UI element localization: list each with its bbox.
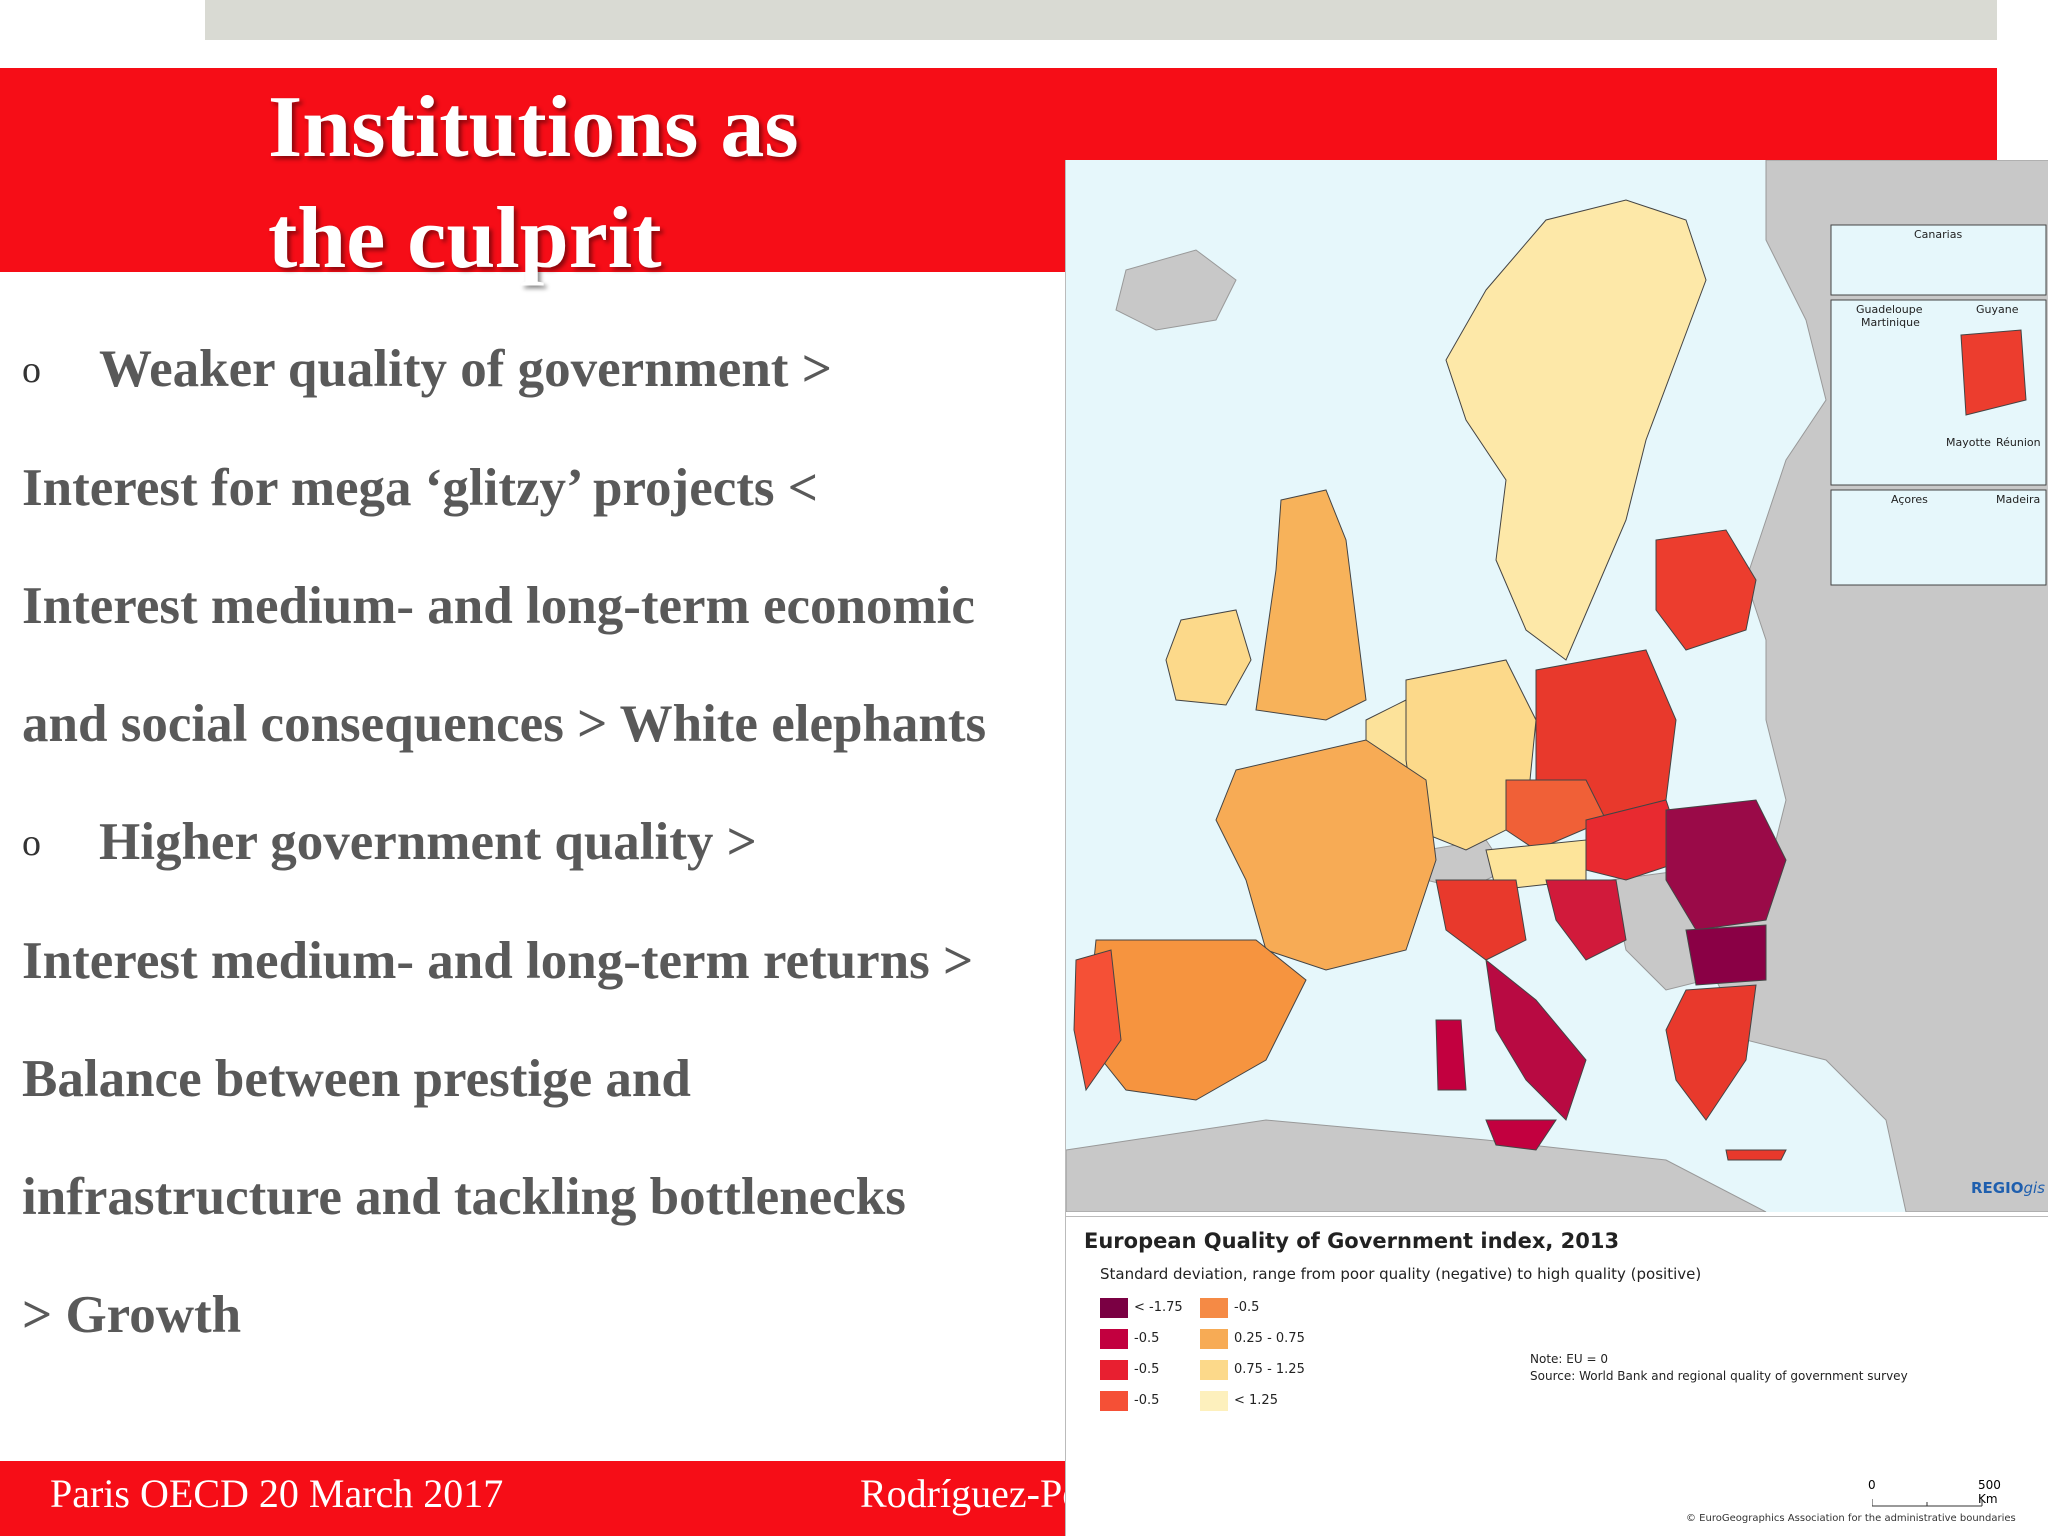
slide-title: Institutions as the culprit [268,72,1068,294]
legend-swatch [1100,1359,1128,1380]
copyright-text: © EuroGeographics Association for the ad… [1686,1513,2016,1524]
inset-label-guyane: Guyane [1976,303,2019,316]
region-czech [1505,779,1607,851]
legend-swatch [1200,1297,1228,1318]
legend-swatch [1100,1390,1128,1411]
legend-title: European Quality of Government index, 20… [1084,1229,1620,1253]
legend-note: Note: EU = 0 Source: World Bank and regi… [1530,1351,1908,1385]
bullet-marker: o [22,349,41,391]
regiogis-logo: REGIOgis [1971,1179,2045,1197]
title-line-1: Institutions as [268,79,799,176]
inset-canarias [1830,224,2047,296]
legend-item-2: -0.5 [1100,1328,1159,1350]
legend-swatch [1200,1390,1228,1411]
region-bulgaria [1685,924,1767,986]
legend-swatch [1100,1328,1128,1349]
region-romania [1665,799,1787,931]
text-line-6: Interest medium- and long-term returns > [22,932,974,990]
inset-label-mayotte: Mayotte [1946,436,1991,449]
text-line-8: infrastructure and tackling bottlenecks [22,1168,906,1226]
slide-body: o Weaker quality of government > Interest… [22,310,1062,1374]
legend-item-1: < -1.75 [1100,1297,1183,1319]
map-figure: Canarias Guadeloupe Martinique Guyane Ma… [1065,160,2048,1536]
title-line-2: the culprit [268,190,662,287]
bullet-marker: o [22,822,41,864]
inset-guyane-shape [1960,329,2027,416]
bullet-line-5: o Higher government quality > [22,783,1062,902]
region-greece [1665,984,1757,1121]
legend-item-7: 0.75 - 1.25 [1200,1359,1305,1381]
inset-label-acores: Açores [1891,493,1928,506]
scale-line [1872,1499,1983,1507]
inset-label-reunion: Réunion [1996,436,2041,449]
iceland-land [1115,249,1237,331]
footer-right-text: Rodríguez-Po [860,1471,1083,1516]
region-ireland [1165,609,1252,706]
legend-swatch [1200,1359,1228,1380]
text-line-2: Interest for mega ‘glitzy’ projects < [22,459,818,517]
inset-label-canarias: Canarias [1914,228,1962,241]
region-sicily [1485,1119,1557,1151]
region-uk [1255,489,1367,721]
inset-label-madeira: Madeira [1996,493,2040,506]
region-hungary [1585,799,1687,881]
region-crete [1725,1149,1787,1161]
top-gray-bar [205,0,1997,40]
legend-swatch [1200,1328,1228,1349]
north-africa-land [1066,1119,1767,1212]
text-line-9: > Growth [22,1286,242,1344]
footer-left-text: Paris OECD 20 March 2017 [50,1471,504,1516]
region-sardinia [1435,1019,1467,1091]
region-nordics [1445,199,1707,661]
legend-item-3: -0.5 [1100,1359,1159,1381]
scale-zero: 0 [1868,1478,1876,1492]
legend-item-5: -0.5 [1200,1297,1259,1319]
text-line-3: Interest medium- and long-term economic [22,577,975,635]
legend-subtitle: Standard deviation, range from poor qual… [1100,1265,1702,1283]
legend-item-6: 0.25 - 0.75 [1200,1328,1305,1350]
inset-atlantic [1830,489,2047,586]
inset-label-martinique: Martinique [1861,316,1920,329]
inset-panels: Canarias Guadeloupe Martinique Guyane Ma… [1830,224,2047,586]
region-croatia [1545,879,1627,961]
region-portugal [1073,949,1122,1092]
inset-label-guadeloupe: Guadeloupe [1856,303,1923,316]
region-italy-north [1435,879,1527,961]
scale-end: 500 Km [1978,1478,2001,1506]
legend-swatch [1100,1297,1128,1318]
text-line-7: Balance between prestige and [22,1050,691,1108]
region-baltics [1655,529,1757,651]
source-text: Source: World Bank and regional quality … [1530,1369,1908,1383]
note-text: Note: EU = 0 [1530,1352,1608,1366]
legend-item-8: < 1.25 [1200,1390,1278,1412]
bullet-line-1: o Weaker quality of government > [22,310,1062,429]
europe-map: Canarias Guadeloupe Martinique Guyane Ma… [1066,160,2048,1212]
text-line-4: and social consequences > White elephant… [22,695,987,753]
legend-item-4: -0.5 [1100,1390,1159,1412]
map-legend: European Quality of Government index, 20… [1066,1216,2048,1537]
region-france [1215,739,1437,971]
region-italy-south [1485,958,1587,1121]
